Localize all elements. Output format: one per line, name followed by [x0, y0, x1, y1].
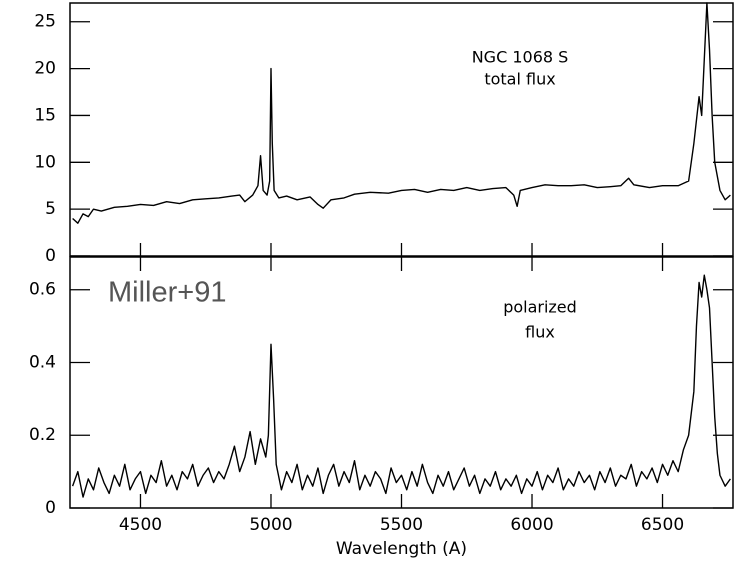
- x-tick-label: 5000: [249, 515, 292, 535]
- x-tick-label: 6000: [510, 515, 553, 535]
- y-tick-label: 0.4: [29, 352, 56, 372]
- spectrum-line: [72, 2, 731, 224]
- y-tick-label: 20: [34, 59, 56, 79]
- annotation: NGC 1068 S: [472, 48, 569, 67]
- x-tick-label: 5500: [380, 515, 423, 535]
- x-axis-label: Wavelength (A): [336, 539, 467, 559]
- annotation: polarized: [503, 298, 577, 317]
- y-tick-label: 0: [45, 246, 56, 266]
- y-tick-label: 25: [34, 12, 56, 32]
- y-tick-label: 0.2: [29, 425, 56, 445]
- x-tick-label: 4500: [119, 515, 162, 535]
- x-tick-label: 6500: [641, 515, 684, 535]
- y-tick-label: 0: [45, 498, 56, 518]
- y-tick-label: 5: [45, 199, 56, 219]
- plot-frame: [69, 2, 734, 257]
- annotation: flux: [525, 323, 555, 342]
- spectrum-line: [71, 274, 731, 498]
- y-tick-label: 0.6: [29, 280, 56, 300]
- y-tick-label: 15: [34, 105, 56, 125]
- overlay-label: Miller+91: [108, 277, 226, 309]
- annotation: total flux: [484, 70, 555, 89]
- y-tick-label: 10: [34, 152, 56, 172]
